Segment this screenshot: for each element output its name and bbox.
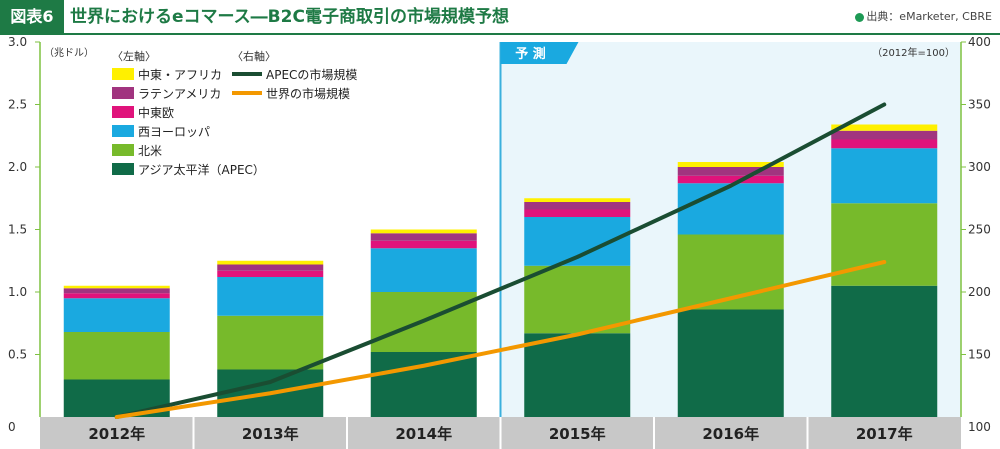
left-tick-label: 2.0 <box>8 160 27 174</box>
right-tick-label: 150 <box>968 348 991 362</box>
left-tick-label: 0 <box>8 420 16 434</box>
bar-segment <box>63 293 170 299</box>
bar-segment <box>217 277 324 316</box>
legend-swatch <box>112 125 134 137</box>
bar-segment <box>831 148 938 204</box>
right-tick-label: 200 <box>968 285 991 299</box>
forecast-tag <box>500 42 579 64</box>
right-tick-label: 250 <box>968 223 991 237</box>
line-series <box>114 102 887 419</box>
bar-segment <box>63 285 170 289</box>
legend-swatch <box>112 87 134 99</box>
legend-label: 中東欧 <box>138 105 174 120</box>
left-tick-label: 2.5 <box>8 98 27 112</box>
chart-title: 世界におけるeコマース―B2C電子商取引の市場規模予想 <box>70 7 509 27</box>
legend-label: APECの市場規模 <box>266 67 357 82</box>
bar-segment <box>217 260 324 265</box>
chart-header: 図表6 世界におけるeコマース―B2C電子商取引の市場規模予想 出典：eMark… <box>0 0 1000 35</box>
legend-right-caption: 〈右軸〉 <box>232 49 276 63</box>
bar-segment <box>63 332 170 380</box>
bar-segment <box>831 130 938 140</box>
bar-segment <box>677 162 784 167</box>
legend-label: 世界の市場規模 <box>266 86 350 101</box>
bar-segment <box>831 285 938 417</box>
legend-swatch <box>112 106 134 118</box>
x-tick-label: 2015年 <box>549 425 606 443</box>
bar-segment <box>217 270 324 277</box>
bar-segment <box>524 333 631 417</box>
bar-segment <box>63 288 170 294</box>
bar-segment <box>370 229 477 234</box>
header-rule <box>0 33 1000 35</box>
right-tick-label: 400 <box>968 35 991 49</box>
legend-label: アジア太平洋（APEC） <box>138 162 265 177</box>
bar-segment <box>217 264 324 271</box>
bar-segment <box>831 124 938 131</box>
right-tick-label: 100 <box>968 420 991 434</box>
bar-segment <box>677 167 784 176</box>
bar-segment <box>524 265 631 334</box>
source-bullet-icon <box>855 12 865 22</box>
bar-segment <box>370 240 477 249</box>
legend-label: 北米 <box>138 144 162 158</box>
line-series <box>114 260 887 419</box>
bar-segment <box>524 202 631 210</box>
bar-segment <box>677 175 784 184</box>
figure-label: 図表6 <box>0 0 64 34</box>
bar-segment <box>677 309 784 417</box>
legend-swatch <box>112 163 134 175</box>
legend-swatch <box>112 68 134 80</box>
right-tick-label: 300 <box>968 160 991 174</box>
right-tick-label: 350 <box>968 98 991 112</box>
left-tick-label: 1.5 <box>8 223 27 237</box>
forecast-label: 予 測 <box>515 46 546 62</box>
bar-segment <box>831 203 938 286</box>
bar-segment <box>677 183 784 235</box>
x-tick-label: 2013年 <box>242 425 299 443</box>
bar-segment <box>370 352 477 417</box>
left-axis-unit: （兆ドル） <box>44 47 94 59</box>
legend-swatch <box>112 144 134 156</box>
bar-segment <box>370 248 477 292</box>
x-tick-label: 2016年 <box>702 425 759 443</box>
bar-segment <box>217 315 324 370</box>
bar-segment <box>524 209 631 217</box>
left-tick-label: 0.5 <box>8 348 27 362</box>
source-note: 出典：eMarketer, CBRE <box>855 0 992 34</box>
legend-label: 中東・アフリカ <box>138 67 222 82</box>
legend-label: ラテンアメリカ <box>138 87 221 101</box>
bar-segment <box>63 298 170 332</box>
left-tick-label: 3.0 <box>8 35 27 49</box>
legend-left-caption: 〈左軸〉 <box>112 49 156 63</box>
bar-segment <box>370 233 477 241</box>
source-text: 出典：eMarketer, CBRE <box>866 10 992 23</box>
bar-segment <box>524 198 631 202</box>
bar-segment <box>831 139 938 149</box>
x-tick-label: 2014年 <box>395 425 452 443</box>
x-tick-label: 2017年 <box>856 425 913 443</box>
right-axis-unit: （2012年=100） <box>872 46 955 59</box>
legend-label: 西ヨーロッパ <box>138 125 210 139</box>
left-tick-label: 1.0 <box>8 285 27 299</box>
x-tick-label: 2012年 <box>88 425 145 443</box>
